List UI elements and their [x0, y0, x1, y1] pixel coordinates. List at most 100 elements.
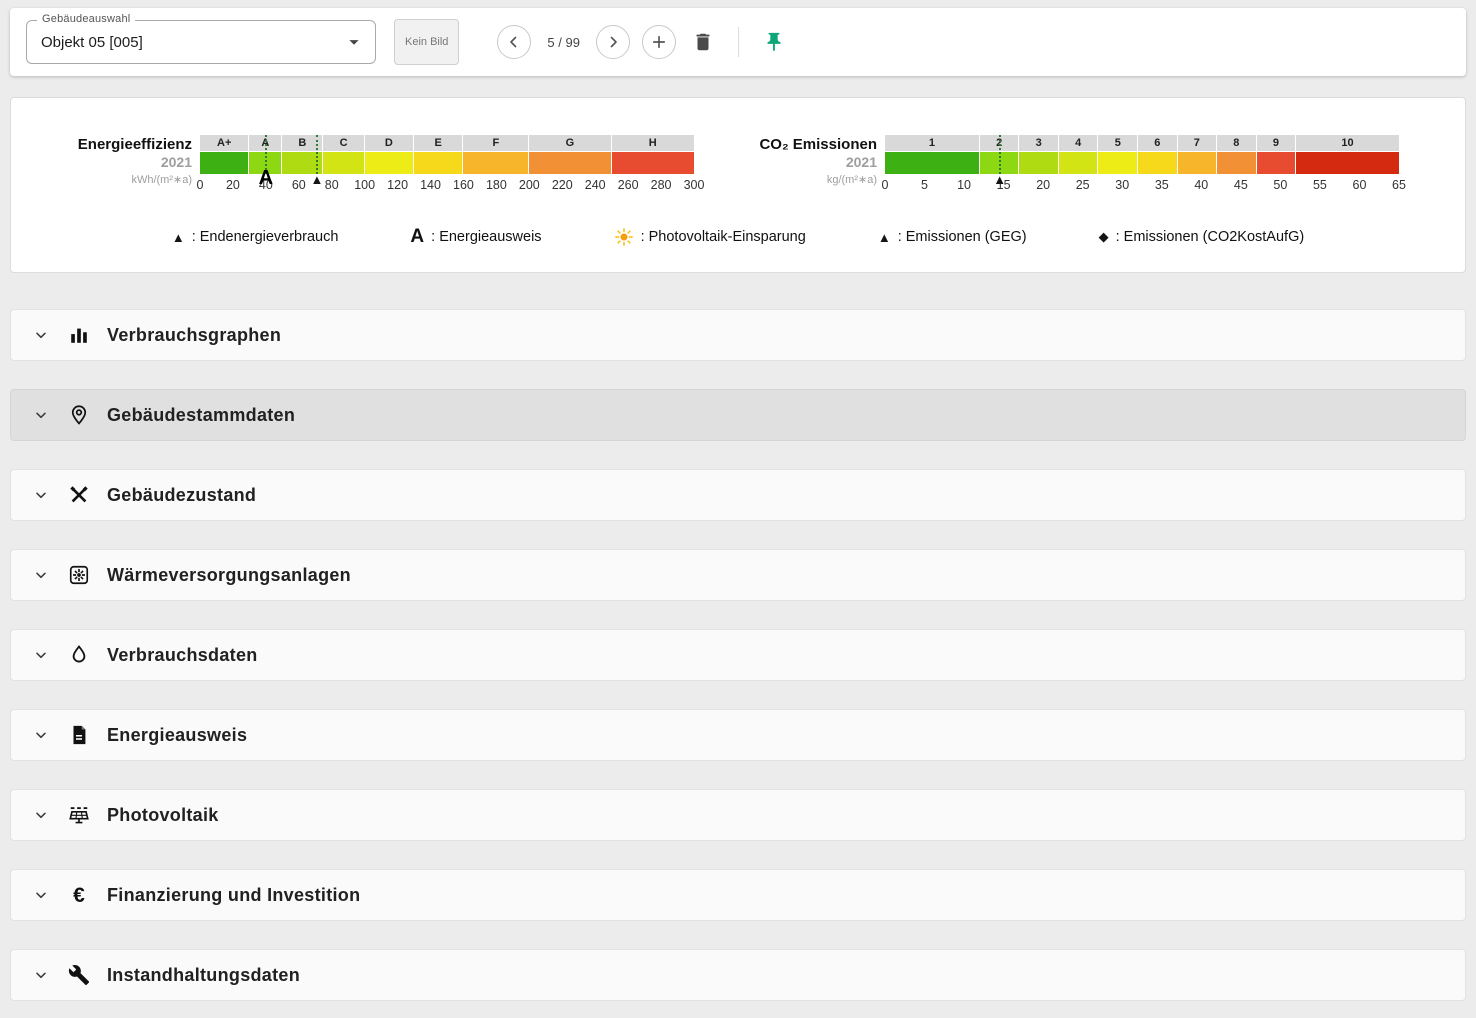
section-label: Verbrauchsgraphen: [107, 324, 282, 345]
scale-tick-label: 80: [324, 178, 339, 192]
diamond-icon: ◆: [1098, 229, 1109, 244]
section-gebaeudestammdaten[interactable]: Gebäudestammdaten: [10, 389, 1466, 441]
no-image-button[interactable]: Kein Bild: [394, 19, 460, 65]
scale-class-label: 3: [1019, 135, 1059, 151]
scale-class-label: 10: [1296, 135, 1399, 151]
scale-class-label: F: [463, 135, 530, 151]
scale-tick-label: 55: [1312, 178, 1327, 192]
section-instandhaltungsdaten[interactable]: Instandhaltungsdaten: [10, 949, 1466, 1001]
scale-segment: [885, 152, 980, 174]
solar-panel-icon: [67, 803, 91, 827]
scale-segment: [611, 152, 694, 174]
scale-tick-label: 15: [996, 178, 1011, 192]
section-waermeversorgungsanlagen[interactable]: Wärmeversorgungsanlagen: [10, 549, 1466, 601]
section-label: Gebäudestammdaten: [107, 404, 296, 425]
scale-segment: [1098, 152, 1139, 174]
legend-label: : Photovoltaik-Einsparung: [640, 229, 806, 245]
toolbar-divider: [737, 27, 739, 57]
delete-object-button[interactable]: [688, 27, 718, 57]
section-gebaeudezustand[interactable]: Gebäudezustand: [10, 469, 1466, 521]
letter-a-icon: A: [410, 226, 425, 247]
section-photovoltaik[interactable]: Photovoltaik: [10, 789, 1466, 841]
section-verbrauchsdaten[interactable]: Verbrauchsdaten: [10, 629, 1466, 681]
scale-tick-label: 35: [1154, 178, 1169, 192]
trash-icon: [692, 31, 714, 53]
scale-tick-label: 120: [387, 178, 409, 192]
section-label: Finanzierung und Investition: [107, 884, 361, 905]
pin-button[interactable]: [759, 27, 789, 57]
section-list: Verbrauchsgraphen Gebäudestammdaten Gebäud…: [0, 309, 1476, 1001]
section-label: Photovoltaik: [107, 804, 219, 825]
scale-segment: [1019, 152, 1059, 174]
chevron-down-icon: [33, 887, 49, 903]
legend-label: : Emissionen (GEG): [897, 229, 1027, 245]
section-label: Energieausweis: [107, 724, 248, 745]
scale-tick-label: 20: [1036, 178, 1051, 192]
section-label: Instandhaltungsdaten: [107, 964, 301, 985]
section-label: Gebäudezustand: [107, 484, 257, 505]
hvac-icon: [67, 563, 91, 587]
building-select-label: Gebäudeauswahl: [37, 13, 136, 25]
scale-tick-label: 300: [683, 178, 705, 192]
scale-segment: [1138, 152, 1178, 174]
legend-label: : Endenergieverbrauch: [191, 229, 339, 245]
chevron-left-icon: [505, 33, 523, 51]
scale-tick-label: 220: [551, 178, 573, 192]
section-label: Verbrauchsdaten: [107, 644, 258, 665]
scale-tick-label: 10: [957, 178, 972, 192]
scale-unit: kWh/(m²∗a): [131, 174, 192, 186]
scale-class-label: A: [249, 135, 283, 151]
scale-tick-label: 280: [650, 178, 672, 192]
scale-title: CO₂ Emissionen: [759, 136, 877, 153]
scale-tick-label: 100: [354, 178, 376, 192]
building-select-value: Objekt 05 [005]: [41, 33, 143, 51]
legend-item-triangle: ▲ : Endenergieverbrauch: [172, 229, 339, 245]
scale-tick-label: 25: [1075, 178, 1090, 192]
scale-segment: [282, 152, 324, 174]
scale-legend: ▲: Endenergieverbrauch A: Energieausweis:…: [11, 226, 1465, 248]
object-navigation: 5 / 99: [497, 25, 789, 59]
scale-segment: [979, 152, 1020, 174]
building-select[interactable]: Gebäudeauswahl Objekt 05 [005]: [26, 13, 376, 64]
section-finanzierung-und-investition[interactable]: € Finanzierung und Investition: [10, 869, 1466, 921]
scale-class-label: 5: [1098, 135, 1139, 151]
energy-efficiency-scale-plot: A+ A B C D E F G H 0 20 40 60 80 100 120 140 160 180 200 22…: [197, 135, 704, 194]
chevron-right-icon: [604, 33, 622, 51]
triangle-icon: ▲: [877, 229, 891, 245]
scale-tick-label: 20: [225, 178, 240, 192]
scale-class-label: 8: [1217, 135, 1257, 151]
chevron-down-icon: [33, 327, 49, 343]
section-energieausweis[interactable]: Energieausweis: [10, 709, 1466, 761]
chevron-down-icon: [33, 727, 49, 743]
scale-tick-label: 40: [258, 178, 273, 192]
scale-tick-label: 180: [485, 178, 507, 192]
sun-icon: [614, 227, 634, 247]
scale-unit: kg/(m²∗a): [826, 174, 877, 186]
scale-class-label: H: [611, 135, 694, 151]
flame-icon: [67, 643, 91, 667]
scale-class-label: 9: [1256, 135, 1297, 151]
triangle-icon: ▲: [171, 229, 185, 245]
energy-efficiency-scale-info: Energieeffizienz 2021 kWh/(m²∗a): [67, 135, 192, 194]
euro-icon: €: [73, 883, 85, 907]
page-indicator: 5 / 99: [547, 34, 580, 50]
scale-year: 2021: [160, 154, 192, 170]
scale-segment: [323, 152, 365, 174]
scale-tick-label: 30: [1115, 178, 1130, 192]
scale-tick-label: 50: [1273, 178, 1288, 192]
scale-segment: [1058, 152, 1099, 174]
section-verbrauchsgraphen[interactable]: Verbrauchsgraphen: [10, 309, 1466, 361]
next-object-button[interactable]: [595, 25, 630, 59]
add-object-button[interactable]: [641, 25, 676, 59]
scale-segment: [529, 152, 612, 174]
scale-class-label: 1: [885, 135, 980, 151]
energy-efficiency-scale: Energieeffizienz 2021 kWh/(m²∗a) A+ A B C D E…: [67, 135, 704, 194]
scale-tick-label: 0: [881, 178, 889, 192]
scale-class-label: 2: [979, 135, 1020, 151]
location-pin-icon: [67, 403, 91, 427]
prev-object-button[interactable]: [497, 25, 532, 59]
chevron-down-icon: [33, 407, 49, 423]
scale-class-label: E: [414, 135, 464, 151]
energy-rating-card: Energieeffizienz 2021 kWh/(m²∗a) A+ A B C D E…: [10, 97, 1466, 273]
